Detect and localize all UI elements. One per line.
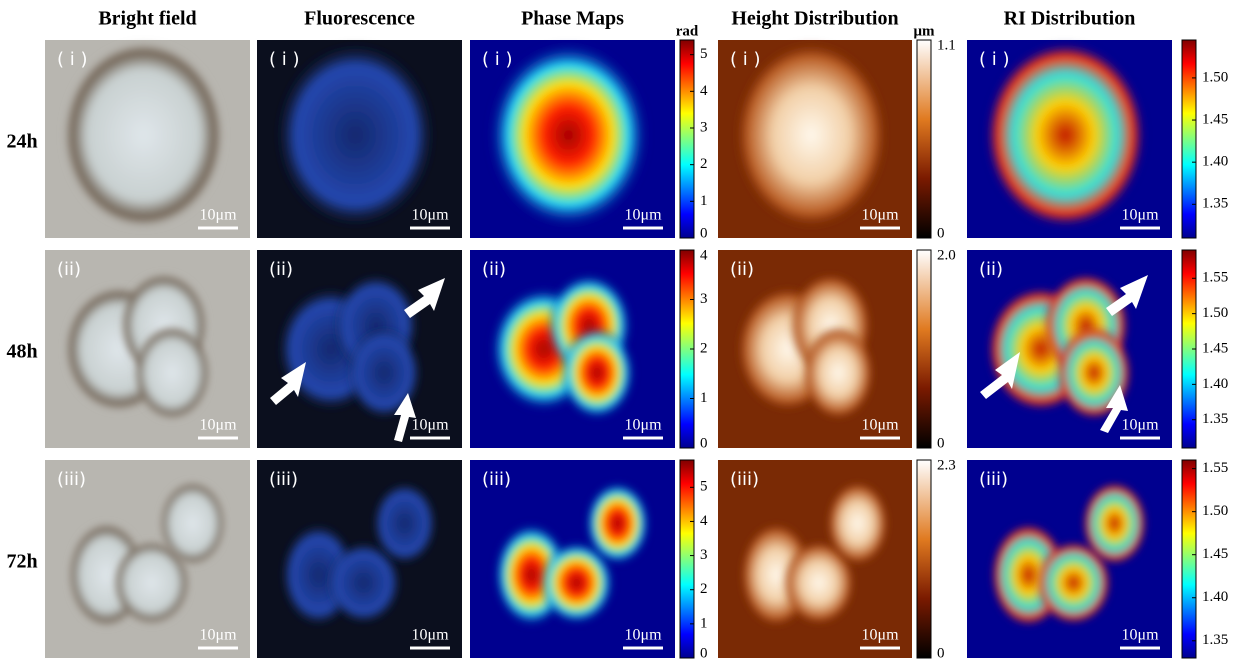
colorbar-tick-label: 1.35 [1202,411,1228,427]
figure: Bright field Fluorescence Phase Maps Height… [0,0,1238,661]
cell [827,482,888,564]
colorbar-tick-label: 0 [700,645,708,661]
colorbar-tick-label: 2.3 [937,457,956,473]
colorbar-tick-label: 1.35 [1202,632,1228,648]
scale-bar-label: 10μm [861,417,899,434]
panel-label: (iii) [269,469,298,490]
cell [135,326,210,419]
column-header: RI Distribution [1004,8,1136,30]
colorbar-tick-label: 1.55 [1202,460,1228,476]
colorbar-tick-label: 1.50 [1202,503,1228,519]
colorbar [1182,40,1196,238]
panel-label: ( i ) [979,49,1010,70]
panel-label: (iii) [57,469,86,490]
panel-label: (ii) [979,259,1003,280]
colorbar-tick-label: 1.50 [1202,305,1228,321]
colorbar-unit: rad [676,23,699,39]
panel-label: (ii) [269,259,293,280]
cell [161,482,225,564]
colorbar-tick-label: 1.45 [1202,111,1228,127]
panel-label: (iii) [730,469,759,490]
cell [488,42,648,227]
colorbar-tick-label: 4 [700,83,708,99]
scale-bar-label: 10μm [624,417,662,434]
colorbar-tick-label: 1.45 [1202,340,1228,356]
cell [803,326,874,419]
cell [1083,482,1147,564]
colorbar-unit: μm [914,23,936,39]
cell [985,42,1145,227]
colorbar-tick-label: 1 [700,193,708,209]
colorbar-tick-label: 1.40 [1202,376,1228,392]
row-label: 72h [6,551,37,573]
scale-bar-label: 10μm [1121,417,1159,434]
colorbar [680,460,694,658]
scale-bar-label: 10μm [411,207,449,224]
cell [560,326,635,419]
panel-label: ( i ) [57,49,88,70]
cell [63,42,223,227]
colorbar-tick-label: 2.0 [937,247,956,263]
colorbar-tick-label: 3 [700,547,708,563]
row-label: 48h [6,341,37,363]
colorbar-tick-label: 0 [937,225,945,241]
colorbar-tick-label: 1 [700,615,708,631]
colorbar-tick-label: 0 [937,645,945,661]
cell [735,42,886,227]
colorbar [1182,460,1196,658]
scale-bar-label: 10μm [199,417,237,434]
column-header: Fluorescence [304,8,415,30]
panel-label: (ii) [482,259,506,280]
colorbar-tick-label: 2 [700,581,708,597]
panel-label: ( i ) [482,49,513,70]
colorbar-tick-label: 3 [700,119,708,135]
cell [373,482,437,564]
cell [275,42,435,227]
colorbar-tick-label: 1.45 [1202,546,1228,562]
colorbar-tick-label: 5 [700,479,708,495]
scale-bar-label: 10μm [624,627,662,644]
colorbar-tick-label: 2 [700,340,708,356]
colorbar-tick-label: 1.40 [1202,154,1228,170]
colorbar-tick-label: 1.35 [1202,196,1228,212]
colorbar-tick-label: 1.55 [1202,270,1228,286]
colorbar-tick-label: 3 [700,291,708,307]
panel-label: ( i ) [269,49,300,70]
colorbar [917,460,931,658]
colorbar-tick-label: 4 [700,247,708,263]
colorbar-tick-label: 0 [937,435,945,451]
colorbar-tick-label: 0 [700,225,708,241]
colorbar-tick-label: 0 [700,435,708,451]
scale-bar-label: 10μm [411,627,449,644]
column-header: Height Distribution [731,8,898,30]
scale-bar-label: 10μm [624,207,662,224]
scale-bar-label: 10μm [861,627,899,644]
colorbar [917,250,931,448]
colorbar-tick-label: 5 [700,46,708,62]
colorbar-tick-label: 1.50 [1202,69,1228,85]
scale-bar-label: 10μm [199,627,237,644]
scale-bar-label: 10μm [861,207,899,224]
colorbar-tick-label: 1.40 [1202,589,1228,605]
colorbar [680,40,694,238]
panel-label: (iii) [482,469,511,490]
colorbar-tick-label: 4 [700,513,708,529]
column-header: Bright field [98,8,196,30]
scale-bar-label: 10μm [1121,627,1159,644]
column-header: Phase Maps [521,8,624,30]
panel-label: ( i ) [730,49,761,70]
colorbar-tick-label: 2 [700,156,708,172]
colorbar-tick-label: 1 [700,390,708,406]
scale-bar-label: 10μm [199,207,237,224]
panel-label: (iii) [979,469,1008,490]
scale-bar-label: 10μm [1121,207,1159,224]
colorbar-tick-label: 1.1 [937,37,956,53]
panel-label: (ii) [57,259,81,280]
scale-bar-label: 10μm [411,417,449,434]
cell [586,482,650,564]
row-label: 24h [6,131,37,153]
panel-label: (ii) [730,259,754,280]
colorbar [917,40,931,238]
